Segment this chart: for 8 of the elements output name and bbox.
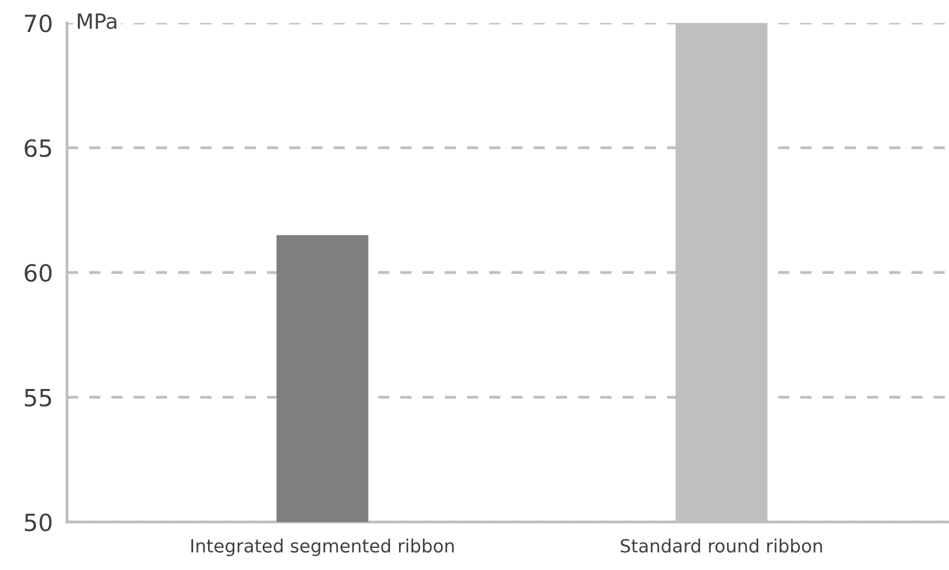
- y-tick-label: 65: [24, 139, 52, 158]
- y-tick-label: 55: [24, 389, 52, 407]
- y-tick-label: 70: [25, 14, 52, 32]
- y-axis-title: MPa: [78, 14, 116, 30]
- y-tick-label: 50: [24, 513, 52, 532]
- x-tick-label: Standard round ribbon: [620, 538, 822, 553]
- x-tick-label: Integrated segmented ribbon: [191, 538, 454, 556]
- y-tick-label: 60: [24, 264, 52, 282]
